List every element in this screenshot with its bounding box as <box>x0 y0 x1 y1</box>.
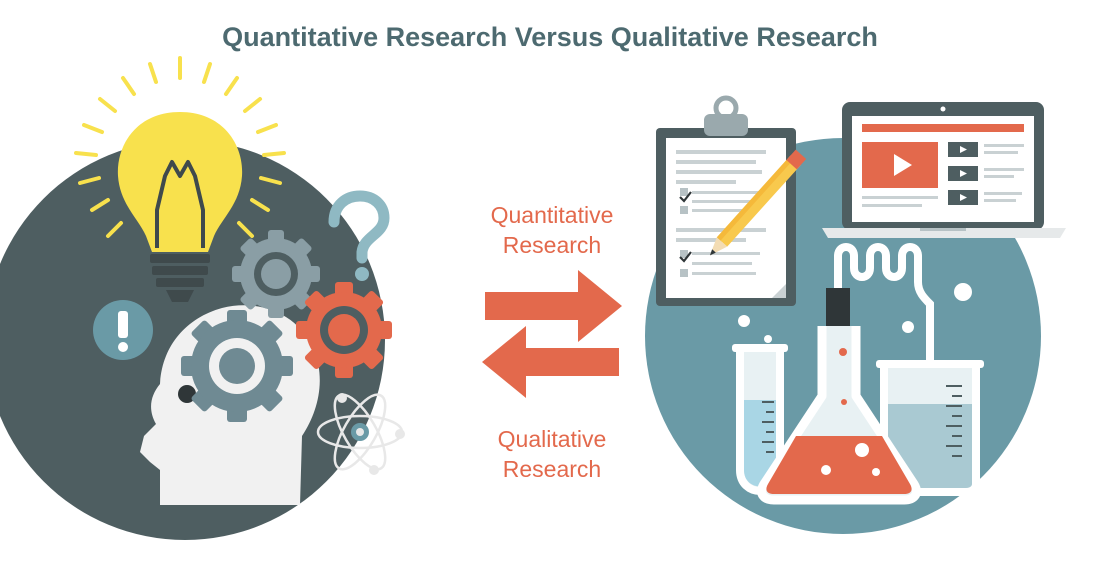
flask-stopper <box>826 288 850 328</box>
exclamation-icon <box>93 300 153 360</box>
question-mark-icon <box>328 190 390 281</box>
quantitative-label-line1: Quantitative <box>490 202 614 228</box>
video-play-icon <box>894 154 912 176</box>
quantitative-label-line2: Research <box>502 232 602 258</box>
flask-icon <box>757 326 921 505</box>
clipboard-icon <box>656 95 796 306</box>
gear-icon-upper <box>232 230 320 318</box>
beaker-icon <box>876 360 984 496</box>
coil-tube <box>834 243 934 376</box>
gear-icon-head <box>181 310 293 422</box>
pencil-icon <box>709 149 807 256</box>
quantitative-research-label: Quantitative Research <box>432 200 672 260</box>
qualitative-label-line2: Research <box>502 456 602 482</box>
qualitative-label-line1: Qualitative <box>497 426 607 452</box>
laptop-icon <box>822 102 1066 238</box>
qualitative-research-label: Qualitative Research <box>432 424 672 484</box>
arrow-right-icon <box>485 270 622 342</box>
arrow-left-icon <box>482 326 619 398</box>
lightbulb-icon <box>117 112 243 302</box>
gear-icon-orange <box>296 282 392 378</box>
page-title: Quantitative Research Versus Qualitative… <box>222 22 878 52</box>
atom-icon <box>316 393 405 475</box>
light-rays <box>74 56 286 238</box>
